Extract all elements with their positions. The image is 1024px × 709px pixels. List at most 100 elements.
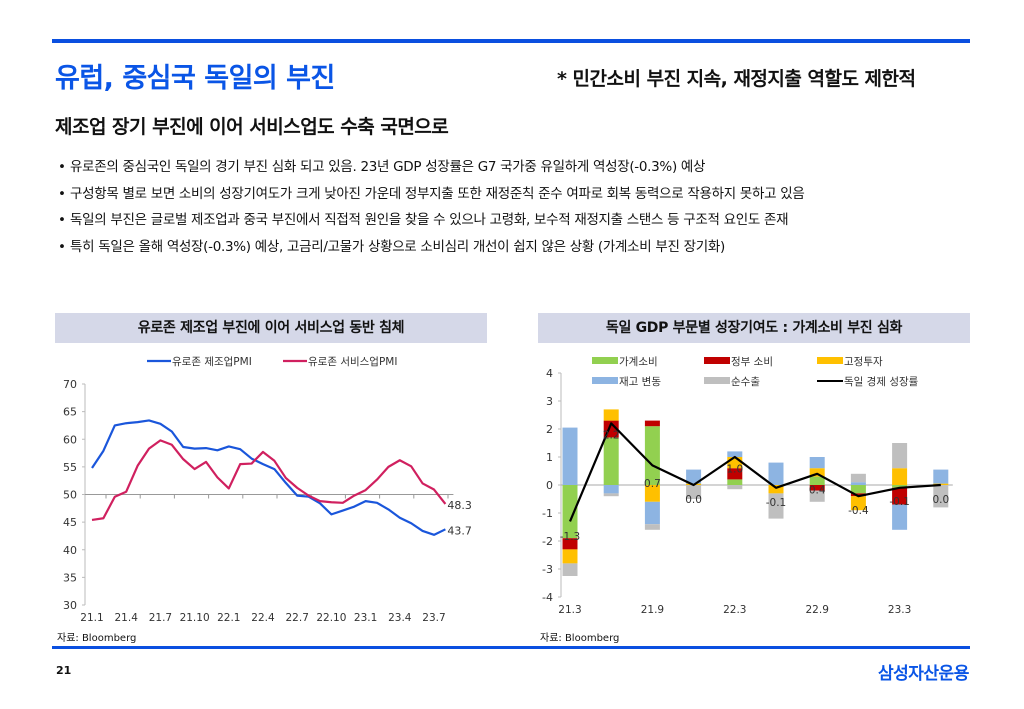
legend-label: 독일 경제 성장률 [844,375,919,388]
legend-swatch [817,357,843,364]
x-tick-label: 23.4 [388,612,412,624]
y-tick-label: 35 [63,571,77,584]
y-tick-label: -1 [542,507,553,520]
series-line-manufacturing [91,419,446,536]
bar-segment [892,487,908,505]
x-tick-label: 22.4 [251,612,275,624]
key-note: * 민간소비 부진 지속, 재정지출 역할도 제한적 [557,68,916,90]
data-label: 1.0 [726,463,743,475]
bar-segment [850,485,866,494]
y-tick-label: 70 [63,378,77,391]
data-label: -0.1 [766,497,787,509]
bar-segment [562,485,578,539]
bar-segment [603,493,619,497]
bar-segment [562,549,578,564]
y-tick-label: 3 [546,395,553,408]
bullet-dot: • [58,212,66,228]
bar-segment [892,443,908,469]
bar-segment [809,490,825,502]
bar-segment [809,476,825,485]
y-tick-label: 4 [546,367,553,380]
top-accent-bar [52,39,970,43]
bar-segment [892,468,908,485]
bullet-text: 유로존의 중심국인 독일의 경기 부진 심화 되고 있음. 23년 GDP 성장… [70,159,706,175]
y-tick-label: 0 [546,479,553,492]
y-tick-label: 60 [63,433,77,446]
end-value-label: 43.7 [447,524,472,537]
bullet-dot: • [58,238,66,255]
bar-segment [809,468,825,477]
bar-segment [892,504,908,530]
bar-segment [768,493,784,519]
y-tick-label: 2 [546,423,553,436]
bullet-item: • 특히 독일은 올해 역성장(-0.3%) 예상, 고금리/고물가 상황으로 소… [58,234,804,261]
y-tick-label: 65 [63,406,77,419]
bar-segment [727,457,743,469]
bar-segment [603,485,619,494]
y-tick-label: -2 [542,535,553,548]
legend-label: 유로존 서비스업PMI [308,355,397,368]
x-tick-label: 21.4 [115,612,139,624]
right-chart-title: 독일 GDP 부문별 성장기여도 : 가계소비 부진 심화 [538,313,970,343]
x-tick-label: 23.3 [888,604,911,616]
left-chart-source: 자료: Bloomberg [57,633,137,644]
bar-segment [727,468,743,480]
bar-segment [933,483,949,485]
bar-segment [809,485,825,491]
data-label: -0.1 [889,496,910,508]
bar-segment [603,409,619,421]
brand-logo-text: 삼성자산운용 [878,664,969,684]
data-label: 0.7 [644,478,661,490]
bar-segment [644,485,660,502]
bar-segment [686,483,702,485]
bullet-dot: • [58,185,66,202]
bar-segment [603,437,619,485]
x-tick-label: 21.10 [180,612,210,624]
bar-segment [850,473,866,483]
y-tick-label: 1 [546,451,553,464]
y-tick-label: 40 [63,544,77,557]
page-number: 21 [56,664,72,677]
legend-label: 재고 변동 [619,376,661,388]
end-value-label: 48.3 [447,499,472,512]
y-tick-label: -4 [542,591,553,604]
x-tick-label: 22.1 [217,612,240,624]
legend-label: 가계소비 [619,356,658,368]
x-tick-label: 21.7 [149,612,172,624]
bar-segment [768,462,784,485]
data-label: 2.2 [603,429,620,441]
x-tick-label: 23.1 [354,612,377,624]
x-tick-label: 22.7 [286,612,309,624]
bar-segment [686,469,702,484]
y-tick-label: -3 [542,563,553,576]
bar-segment [727,451,743,457]
bar-segment [933,485,949,508]
legend-swatch [592,357,618,364]
bullet-dot: • [58,159,66,175]
bar-segment [727,479,743,485]
bar-segment [768,485,784,494]
bar-segment [644,426,660,485]
data-label: 0.4 [809,484,826,496]
x-tick-label: 22.3 [723,604,746,616]
bar-segment [809,457,825,469]
bullet-item: • 구성항목 별로 보면 소비의 성장기여도가 크게 낮아진 가운데 정부지출 또… [58,181,805,208]
legend-label: 고정투자 [844,356,883,368]
bullet-item: • 유로존의 중심국인 독일의 경기 부진 심화 되고 있음. 23년 GDP 성… [58,154,804,181]
data-label: 0.0 [685,494,702,506]
x-tick-label: 23.7 [422,612,445,624]
bar-segment [562,538,578,550]
right-chart-source: 자료: Bloomberg [540,633,620,644]
bar-segment [850,496,866,511]
bullet-text: 특히 독일은 올해 역성장(-0.3%) 예상, 고금리/고물가 상황으로 소비… [70,238,725,255]
bar-segment [892,485,908,488]
series-line-services [91,439,447,522]
bar-segment [644,524,660,530]
x-tick-label: 21.9 [641,604,664,616]
bar-segment [562,427,578,485]
legend-label: 정부 소비 [731,356,773,368]
x-tick-label: 21.1 [80,612,103,624]
bar-segment [850,482,866,485]
